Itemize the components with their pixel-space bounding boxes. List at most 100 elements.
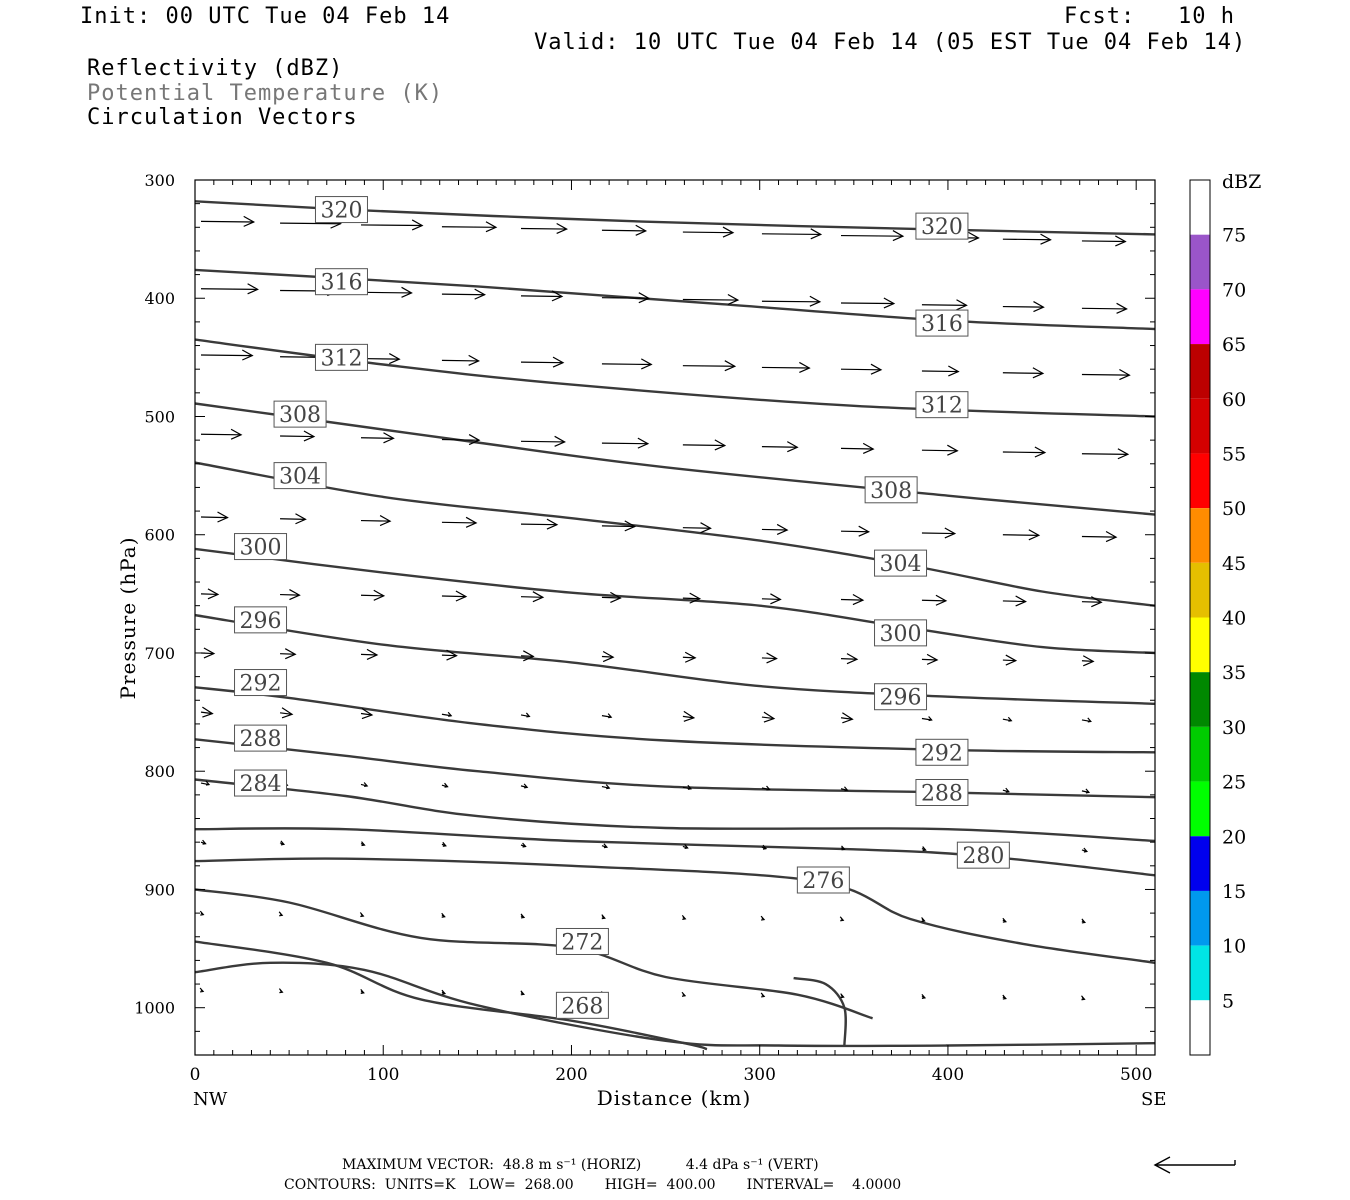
circulation-vector xyxy=(1002,367,1045,379)
theta-contour-308 xyxy=(195,402,1155,516)
circulation-vector xyxy=(840,845,846,851)
contour-label-288: 288 xyxy=(234,724,288,752)
svg-text:312: 312 xyxy=(320,346,362,371)
circulation-vector xyxy=(840,363,883,375)
circulation-vector xyxy=(441,711,453,717)
circulation-vector xyxy=(601,651,615,663)
circulation-vector xyxy=(1081,847,1089,853)
contour-label-280: 280 xyxy=(956,841,1010,869)
circulation-vector xyxy=(200,428,243,440)
contour-label-300: 300 xyxy=(874,619,928,647)
circulation-vector xyxy=(761,844,768,850)
circulation-vector xyxy=(1002,654,1018,666)
circulation-vector xyxy=(761,295,822,307)
circulation-vector xyxy=(360,286,413,298)
circulation-vector xyxy=(840,653,859,665)
circulation-vector xyxy=(921,917,926,923)
circulation-vector xyxy=(921,993,927,999)
y-tick-label: 400 xyxy=(144,289,175,308)
circulation-vector xyxy=(682,226,735,238)
reference-vector-icon xyxy=(1153,1156,1236,1174)
circulation-vector xyxy=(441,912,446,918)
circulation-vector xyxy=(360,708,374,720)
circulation-vector xyxy=(601,784,611,790)
circulation-vector xyxy=(441,590,468,602)
contour-label-320: 320 xyxy=(314,196,368,224)
y-tick-label: 900 xyxy=(144,880,175,899)
circulation-vector xyxy=(1081,531,1118,543)
contour-label-312: 312 xyxy=(314,343,368,371)
colorbar-level-label: 20 xyxy=(1222,826,1246,848)
vector-layer xyxy=(199,215,1131,1001)
circulation-vector xyxy=(682,710,696,722)
svg-text:292: 292 xyxy=(240,672,282,697)
circulation-vector xyxy=(1002,994,1007,1000)
colorbar-unit-label: dBZ xyxy=(1222,171,1261,193)
colorbar-swatch xyxy=(1190,453,1210,509)
circulation-vector xyxy=(520,290,564,302)
circulation-vector xyxy=(601,843,609,849)
circulation-vector xyxy=(761,711,776,723)
circulation-vector xyxy=(921,653,939,665)
x-tick-label: 100 xyxy=(367,1065,399,1085)
colorbar-swatch xyxy=(1190,344,1210,399)
colorbar-level-label: 70 xyxy=(1222,279,1246,301)
svg-text:292: 292 xyxy=(921,741,963,766)
circulation-vector xyxy=(921,365,960,377)
circulation-vector xyxy=(520,435,566,447)
contour-label-312: 312 xyxy=(915,391,969,419)
circulation-vector xyxy=(280,513,307,525)
circulation-vector xyxy=(601,358,653,370)
circulation-vector xyxy=(761,652,778,664)
svg-text:288: 288 xyxy=(240,727,282,752)
circulation-vector xyxy=(1081,302,1128,314)
circulation-vector xyxy=(601,591,622,603)
circulation-vector xyxy=(520,518,559,530)
field-reflectivity: Reflectivity (dBZ) xyxy=(87,56,344,81)
circulation-vector xyxy=(840,786,849,792)
circulation-vector xyxy=(1081,596,1103,608)
circulation-vector xyxy=(520,990,525,996)
circulation-vector xyxy=(1081,655,1095,667)
circulation-vector xyxy=(520,712,531,718)
circulation-vector xyxy=(921,846,927,852)
circulation-vector xyxy=(682,651,697,663)
circulation-vector xyxy=(840,712,854,724)
colorbar-level-label: 75 xyxy=(1222,225,1246,247)
y-tick-label: 500 xyxy=(144,407,175,426)
colorbar-swatch xyxy=(1190,836,1210,891)
contour-label-320: 320 xyxy=(915,212,969,240)
contour-label-308: 308 xyxy=(273,400,327,428)
colorbar-level-label: 25 xyxy=(1222,772,1246,794)
colorbar-level-label: 30 xyxy=(1222,717,1246,739)
contour-label-304: 304 xyxy=(273,462,327,490)
circulation-vector xyxy=(441,649,458,661)
theta-contour-300 xyxy=(195,547,1155,655)
circulation-vector xyxy=(360,589,386,601)
circulation-vector xyxy=(441,989,447,995)
axes-layer: 0 100 200 300 400 500 300 400 500 600 700 800 900 100… xyxy=(116,171,1236,1174)
contour-label-layer: 320 320 316 316 312 312 308 308 304 304 300 300 296 2… xyxy=(234,196,1010,1019)
colorbar-swatch xyxy=(1190,289,1210,345)
contour-label-268: 268 xyxy=(555,991,609,1019)
max-vector-note: MAXIMUM VECTOR: 48.8 m s⁻¹ (HORIZ) 4.4 d… xyxy=(342,1157,819,1173)
colorbar-swatch xyxy=(1190,945,1210,1001)
contour-label-316: 316 xyxy=(915,309,969,337)
circulation-vector xyxy=(360,432,395,444)
circulation-vector xyxy=(441,288,487,300)
colorbar-swatch xyxy=(1190,726,1210,782)
valid-time: Valid: 10 UTC Tue 04 Feb 14 (05 EST Tue … xyxy=(534,30,1247,55)
circulation-vector xyxy=(1002,301,1045,313)
y-tick-label: 300 xyxy=(144,171,175,190)
theta-contour-296 xyxy=(195,613,1155,705)
forecast-hour: Fcst: 10 h xyxy=(1064,4,1235,29)
circulation-vector xyxy=(1002,233,1052,245)
colorbar-swatch xyxy=(1190,672,1210,727)
colorbar-swatch xyxy=(1190,781,1210,837)
circulation-vector xyxy=(360,841,366,847)
circulation-vector xyxy=(200,839,207,845)
circulation-vector xyxy=(601,292,651,304)
circulation-vector xyxy=(441,841,447,847)
circulation-vector xyxy=(840,594,865,606)
circulation-vector xyxy=(520,783,529,789)
